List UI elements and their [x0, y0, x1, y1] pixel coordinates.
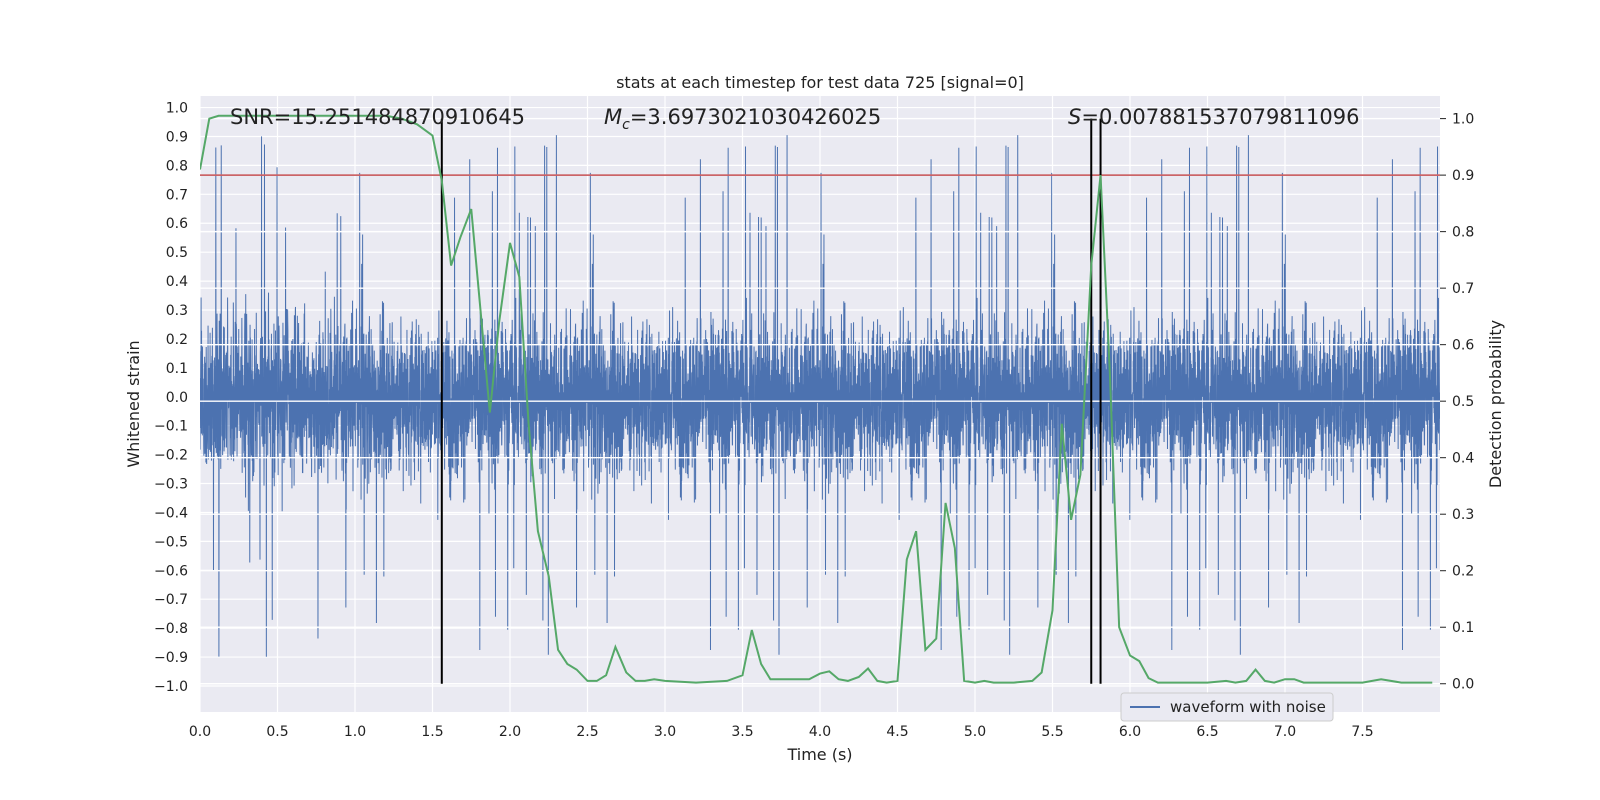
y-right-tick-label: 0.8 — [1452, 225, 1474, 241]
y-right-tick-label: 0.4 — [1452, 451, 1474, 467]
x-tick-label: 6.5 — [1196, 724, 1218, 740]
y-left-tick-label: −0.4 — [154, 505, 188, 521]
y-left-tick-label: −1.0 — [154, 679, 188, 695]
legend-label: waveform with noise — [1170, 698, 1326, 716]
y-left-tick-label: −0.7 — [154, 592, 188, 608]
chart-title: stats at each timestep for test data 725… — [616, 73, 1024, 92]
s-symbol: S — [1068, 105, 1081, 129]
y-right-tick-label: 0.3 — [1452, 507, 1474, 523]
y-left-tick-label: 0.0 — [166, 390, 188, 406]
chirp-mass-annotation: Mc=3.6973021030426025 — [604, 105, 881, 133]
y-left-tick-label: 0.4 — [166, 274, 188, 290]
y-right-tick-label: 0.7 — [1452, 281, 1474, 297]
detection-probability-line — [200, 114, 1433, 684]
y-left-axis-label: Whitened strain — [124, 340, 143, 467]
overlay-lines — [200, 117, 1440, 685]
y-left-tick-label: 0.2 — [166, 332, 188, 348]
y-right-tick-label: 0.9 — [1452, 168, 1474, 184]
y-left-tick-label: 0.7 — [166, 187, 188, 203]
y-left-tick-label: 0.1 — [166, 361, 188, 377]
x-tick-label: 3.0 — [654, 724, 676, 740]
y-left-tick-label: −0.2 — [154, 448, 188, 464]
y-left-tick-label: −0.8 — [154, 621, 188, 637]
mc-value: =3.6973021030426025 — [630, 105, 881, 129]
x-tick-label: 4.5 — [886, 724, 908, 740]
y-left-tick-label: 0.6 — [166, 216, 188, 232]
x-tick-label: 0.0 — [189, 724, 211, 740]
x-tick-label: 1.5 — [421, 724, 443, 740]
waveform-series — [200, 135, 1440, 657]
y-right-tick-label: 0.2 — [1452, 564, 1474, 580]
x-tick-label: 1.0 — [344, 724, 366, 740]
x-tick-label: 7.0 — [1274, 724, 1296, 740]
y-right-tick-label: 1.0 — [1452, 112, 1474, 128]
legend-box — [1120, 692, 1334, 722]
legend: waveform with noise — [1120, 692, 1334, 722]
x-tick-label: 2.0 — [499, 724, 521, 740]
y-right-tick-label: 0.1 — [1452, 620, 1474, 636]
y-right-tick-label: 0.5 — [1452, 394, 1474, 410]
x-tick-label: 6.0 — [1119, 724, 1141, 740]
x-tick-label: 5.5 — [1041, 724, 1063, 740]
y-left-tick-label: −0.6 — [154, 563, 188, 579]
y-right-tick-label: 0.0 — [1452, 677, 1474, 693]
y-left-tick-label: −0.9 — [154, 650, 188, 666]
x-axis-ticks: 0.0 0.5 1.0 1.5 2.0 2.5 3.0 3.5 4.0 4.5 5.0 5.5 6.0 6… — [189, 724, 1374, 740]
y-left-tick-label: 1.0 — [166, 101, 188, 117]
x-tick-label: 7.5 — [1351, 724, 1373, 740]
x-tick-label: 3.5 — [731, 724, 753, 740]
y-left-tick-label: −0.1 — [154, 419, 188, 435]
y-left-tick-label: −0.3 — [154, 477, 188, 493]
snr-annotation: SNR=15.251484870910645 — [230, 105, 525, 129]
mc-subscript: c — [622, 117, 630, 133]
x-tick-label: 4.0 — [809, 724, 831, 740]
y-right-tick-label: 0.6 — [1452, 338, 1474, 354]
y-left-axis-ticks: 1.0 0.9 0.8 0.7 0.6 0.5 0.4 0.3 0.2 0.1 0.0 −0.1 −0.… — [154, 101, 188, 695]
x-tick-label: 2.5 — [576, 724, 598, 740]
x-tick-label: 5.0 — [964, 724, 986, 740]
s-annotation: S=0.007881537079811096 — [1068, 105, 1359, 129]
y-right-axis-label: Detection probability — [1486, 320, 1505, 488]
y-left-tick-label: 0.9 — [166, 129, 188, 145]
y-left-tick-label: 0.8 — [166, 158, 188, 174]
x-axis-label: Time (s) — [786, 745, 852, 764]
s-value: =0.007881537079811096 — [1081, 105, 1359, 129]
detection-probability-points — [199, 115, 1433, 683]
y-left-tick-label: 0.5 — [166, 245, 188, 261]
mc-symbol: M — [604, 105, 622, 129]
y-left-tick-label: −0.5 — [154, 534, 188, 550]
x-tick-label: 0.5 — [266, 724, 288, 740]
y-right-axis-ticks: 1.0 0.9 0.8 0.7 0.6 0.5 0.4 0.3 0.2 0.1 0.0 — [1440, 112, 1474, 693]
y-left-tick-label: 0.3 — [166, 303, 188, 319]
